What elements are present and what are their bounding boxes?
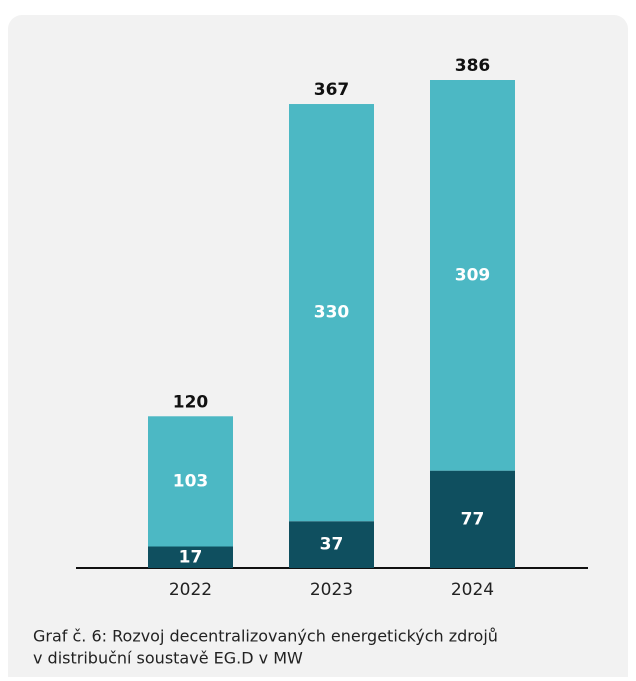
total-label: 386 xyxy=(455,56,491,76)
x-tick-label: 2023 xyxy=(310,580,353,600)
caption: Graf č. 6: Rozvoj decentralizovaných ene… xyxy=(33,627,498,646)
bar-segment xyxy=(148,416,233,547)
bar-segment xyxy=(289,104,374,522)
bar-segment xyxy=(148,546,233,568)
value-label: 309 xyxy=(455,265,491,285)
total-label: 367 xyxy=(314,80,350,100)
value-label: 37 xyxy=(320,535,344,555)
value-label: 77 xyxy=(461,509,485,529)
x-tick-label: 2022 xyxy=(169,580,212,600)
bar-segment xyxy=(430,80,515,471)
bar-segment xyxy=(289,521,374,568)
caption: v distribuční soustavě EG.D v MW xyxy=(33,649,303,668)
bar-segment xyxy=(430,470,515,568)
value-label: 330 xyxy=(314,303,350,323)
total-label: 120 xyxy=(173,392,209,412)
value-label: 103 xyxy=(173,471,209,491)
value-label: 17 xyxy=(179,547,203,567)
x-tick-label: 2024 xyxy=(451,580,494,600)
